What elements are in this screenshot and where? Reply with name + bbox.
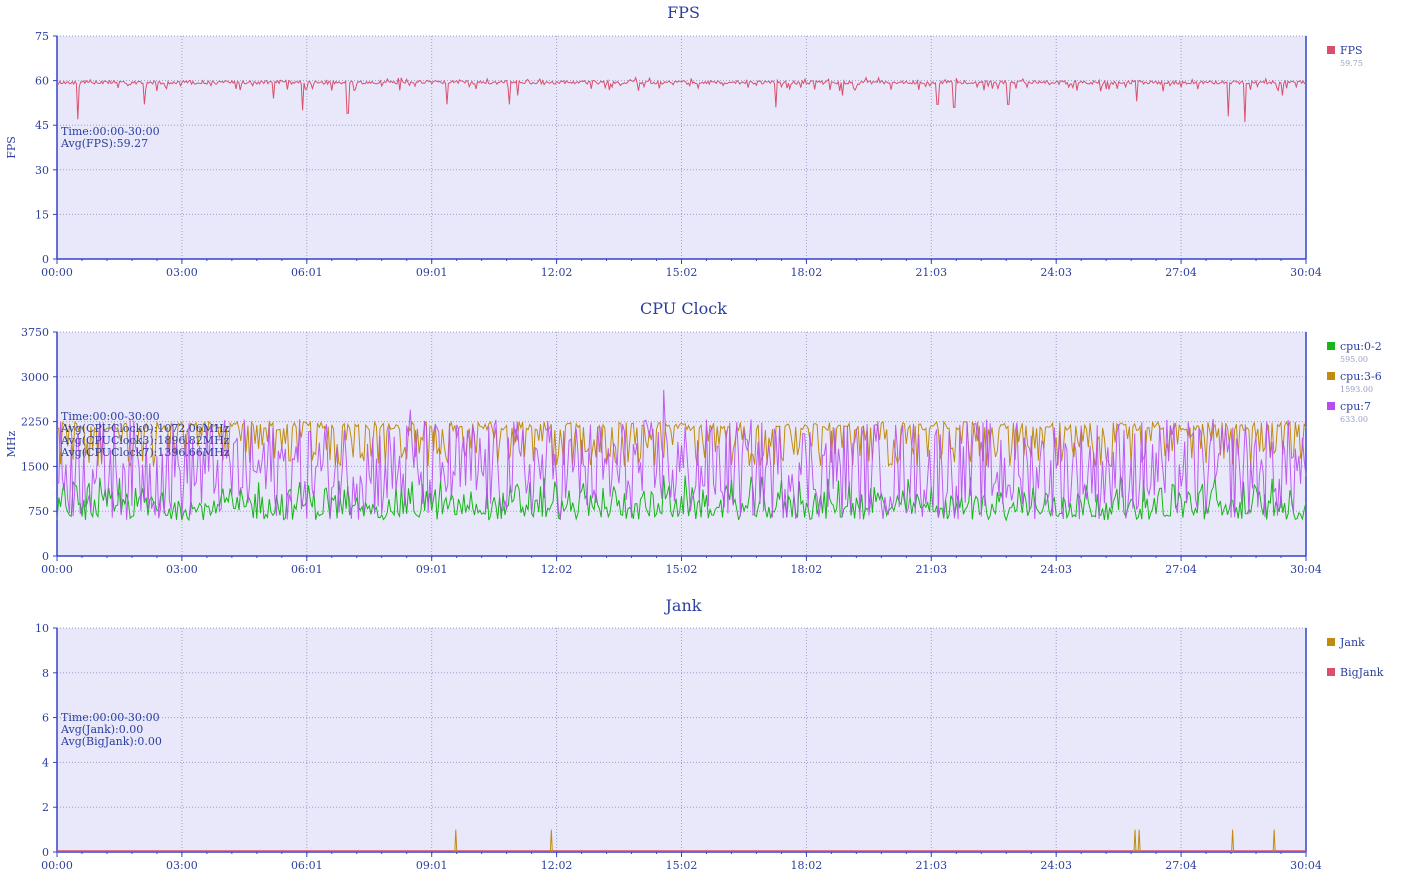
chart-2: 0 2 4 6 8 10 00:00 03:00 06:01 09:01 12:02 15:02 18:… <box>35 596 1384 872</box>
x-tick-label: 27:04 <box>1165 563 1197 576</box>
y-tick-label: 60 <box>35 75 49 88</box>
chart-title: FPS <box>667 3 700 22</box>
x-tick-label: 00:00 <box>41 563 73 576</box>
x-tick-label: 09:01 <box>416 859 448 872</box>
legend-label: BigJank <box>1340 666 1384 679</box>
x-tick-label: 21:03 <box>915 563 947 576</box>
x-tick-label: 30:04 <box>1290 563 1322 576</box>
jank-spike <box>1231 829 1235 853</box>
jank-spike <box>1137 829 1141 853</box>
y-tick-label: 0 <box>42 550 49 563</box>
x-tick-label: 03:00 <box>166 563 198 576</box>
jank-spike <box>1133 829 1137 853</box>
y-tick-label: 1500 <box>21 460 49 473</box>
x-tick-label: 12:02 <box>541 859 573 872</box>
y-tick-label: 2 <box>42 801 49 814</box>
x-tick-label: 21:03 <box>915 266 947 279</box>
x-tick-label: 12:02 <box>541 563 573 576</box>
x-tick-label: 30:04 <box>1290 859 1322 872</box>
series-line-fps <box>56 76 1307 123</box>
x-tick-label: 09:01 <box>416 266 448 279</box>
legend-label: cpu:3-6 <box>1340 370 1382 383</box>
x-tick-label: 18:02 <box>791 266 823 279</box>
x-tick-label: 09:01 <box>416 563 448 576</box>
x-tick-label: 24:03 <box>1040 266 1072 279</box>
y-tick-label: 3000 <box>21 371 49 384</box>
annotation-text: Avg(CPUClock7):1396.66MHz <box>60 446 230 459</box>
legend-swatch <box>1327 668 1335 676</box>
y-tick-label: 15 <box>35 208 49 221</box>
x-tick-label: 30:04 <box>1290 266 1322 279</box>
y-tick-label: 10 <box>35 622 49 635</box>
annotation-text: Avg(CPUClock0):1072.06MHz <box>60 422 230 435</box>
legend-label: FPS <box>1340 44 1363 57</box>
series-line-cpu02 <box>56 475 1307 522</box>
legend-swatch <box>1327 46 1335 54</box>
legend-value: 633.00 <box>1340 415 1368 424</box>
y-tick-label: 3750 <box>21 326 49 339</box>
x-tick-label: 06:01 <box>291 859 323 872</box>
y-tick-label: 45 <box>35 119 49 132</box>
annotation-text: Avg(CPUClock3):1896.82MHz <box>60 434 230 447</box>
x-tick-label: 03:00 <box>166 266 198 279</box>
legend-swatch <box>1327 372 1335 380</box>
annotation-text: Time:00:00-30:00 <box>61 125 160 138</box>
chart-1: 0 750 1500 2250 3000 3750 00:00 03:00 06:01 09:01… <box>5 299 1382 576</box>
x-tick-label: 27:04 <box>1165 859 1197 872</box>
series-line-cpu7 <box>56 389 1307 520</box>
x-tick-label: 27:04 <box>1165 266 1197 279</box>
y-axis-label: FPS <box>5 136 18 159</box>
chart-0: 0 15 30 45 60 75 00:00 03:00 06:01 09:01 12:02 15:0… <box>5 3 1363 279</box>
x-tick-label: 24:03 <box>1040 563 1072 576</box>
x-tick-label: 15:02 <box>666 266 698 279</box>
x-tick-label: 06:01 <box>291 563 323 576</box>
legend-label: cpu:7 <box>1340 400 1371 413</box>
legend-label: cpu:0-2 <box>1340 340 1382 353</box>
y-tick-label: 0 <box>42 253 49 266</box>
x-tick-label: 06:01 <box>291 266 323 279</box>
chart-title: Jank <box>664 596 702 615</box>
legend-value: 1593.00 <box>1340 385 1373 394</box>
y-tick-label: 75 <box>35 30 49 43</box>
annotation-text: Avg(Jank):0.00 <box>60 723 143 736</box>
x-tick-label: 00:00 <box>41 859 73 872</box>
y-tick-label: 30 <box>35 164 49 177</box>
y-tick-label: 8 <box>42 667 49 680</box>
jank-spike <box>454 829 458 853</box>
annotation-text: Time:00:00-30:00 <box>61 711 160 724</box>
jank-spike <box>1272 829 1276 853</box>
jank-spike <box>549 829 553 853</box>
x-tick-label: 21:03 <box>915 859 947 872</box>
annotation-text: Avg(BigJank):0.00 <box>60 735 162 748</box>
y-tick-label: 4 <box>42 756 49 769</box>
x-tick-label: 03:00 <box>166 859 198 872</box>
legend-value: 59.75 <box>1340 59 1363 68</box>
legend-swatch <box>1327 402 1335 410</box>
y-tick-label: 750 <box>28 505 49 518</box>
x-tick-label: 18:02 <box>791 859 823 872</box>
legend-label: Jank <box>1339 636 1365 649</box>
x-tick-label: 15:02 <box>666 859 698 872</box>
x-tick-label: 15:02 <box>666 563 698 576</box>
legend-swatch <box>1327 342 1335 350</box>
annotation-text: Avg(FPS):59.27 <box>60 137 148 150</box>
legend-value: 595.00 <box>1340 355 1368 364</box>
legend-swatch <box>1327 638 1335 646</box>
x-tick-label: 24:03 <box>1040 859 1072 872</box>
y-tick-label: 2250 <box>21 416 49 429</box>
x-tick-label: 18:02 <box>791 563 823 576</box>
x-tick-label: 12:02 <box>541 266 573 279</box>
chart-title: CPU Clock <box>640 299 727 318</box>
annotation-text: Time:00:00-30:00 <box>61 410 160 423</box>
y-tick-label: 6 <box>42 712 49 725</box>
x-tick-label: 00:00 <box>41 266 73 279</box>
y-axis-label: MHz <box>5 430 18 457</box>
y-tick-label: 0 <box>42 846 49 859</box>
